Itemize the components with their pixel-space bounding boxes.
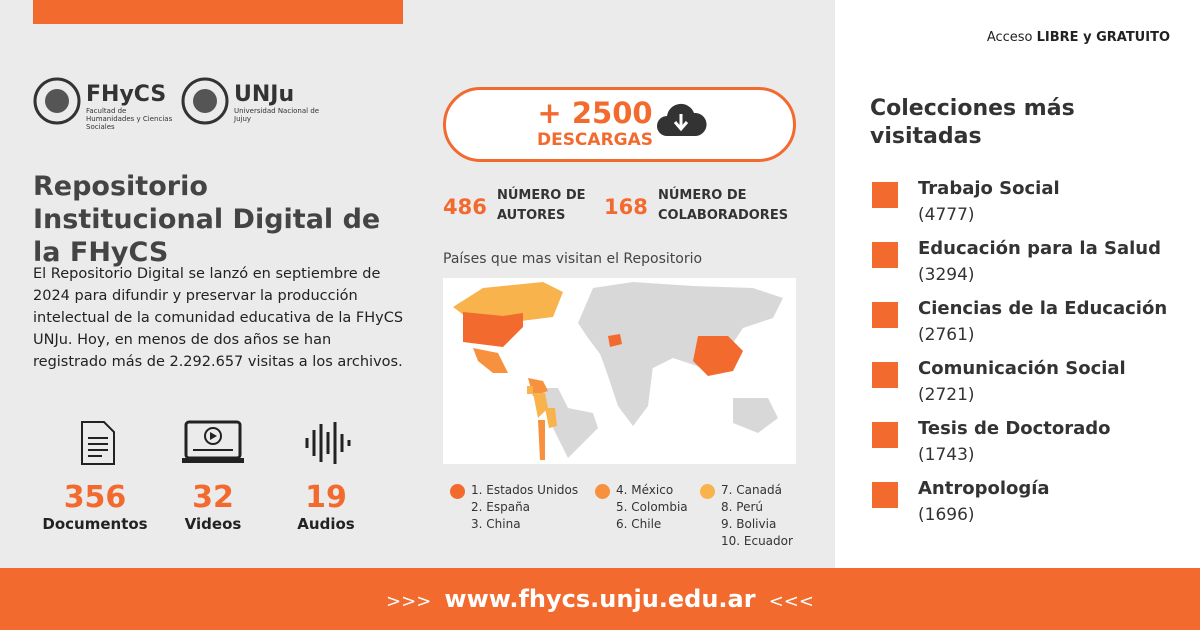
collection-count: (2761): [918, 325, 975, 345]
logo-seal: [181, 77, 229, 125]
footer-suffix: <<<: [768, 591, 814, 612]
downloads-box: [443, 87, 796, 162]
collection-marker: [872, 362, 898, 388]
collection-count: (3294): [918, 265, 975, 285]
legend-item: 7. Canadá: [721, 483, 782, 497]
audio-icon: [305, 422, 351, 464]
media-stat: 32 Videos: [153, 480, 273, 533]
legend-group: 1. Estados Unidos 2. España 3. China: [450, 482, 595, 533]
legend-item: 5. Colombia: [616, 500, 688, 514]
world-map: [443, 278, 796, 464]
collection-count: (4777): [918, 205, 975, 225]
legend-items: 7. Canadá 8. Perú 9. Bolivia 10. Ecuador: [721, 482, 793, 550]
collection-item: Comunicación Social (2721): [872, 358, 1192, 418]
downloads-label: DESCARGAS: [536, 130, 654, 150]
collection-item: Tesis de Doctorado (1743): [872, 418, 1192, 478]
map-caption: Países que mas visitan el Repositorio: [443, 251, 703, 267]
logo-name: UNJu: [234, 82, 295, 107]
downloads: + 2500 DESCARGAS: [530, 96, 660, 150]
stat-value: 168: [604, 195, 648, 219]
collection-item: Antropología (1696): [872, 478, 1192, 538]
legend-dot: [450, 484, 465, 499]
access-note: Acceso LIBRE y GRATUITO: [987, 30, 1170, 45]
map-legend: 1. Estados Unidos 2. España 3. China 4. Méx…: [450, 482, 810, 550]
collection-marker: [872, 182, 898, 208]
media-label: Audios: [297, 515, 355, 533]
access-prefix: Acceso: [986, 30, 1033, 45]
collection-name: Comunicación Social: [918, 358, 1126, 379]
collection-name: Trabajo Social: [918, 178, 1060, 199]
collection-marker: [872, 302, 898, 328]
collection-count: (1696): [918, 505, 975, 525]
collection-item: Trabajo Social (4777): [872, 178, 1192, 238]
collection-item: Ciencias de la Educación (2761): [872, 298, 1192, 358]
legend-item: 2. España: [471, 500, 531, 514]
legend-item: 6. Chile: [616, 517, 662, 531]
collection-marker: [872, 482, 898, 508]
footer: >>> www.fhycs.unju.edu.ar <<<: [0, 568, 1200, 630]
logo-fhycs: FHyCS Facultad de Humanidades y Ciencias…: [86, 82, 176, 131]
video-icon: [182, 420, 244, 463]
logo-unju: UNJu Universidad Nacional de Jujuy: [234, 82, 324, 123]
collections-title: Colecciones más visitadas: [870, 96, 1075, 149]
legend-group: 4. México 5. Colombia 6. Chile: [595, 482, 700, 533]
cloud-icon: [657, 103, 707, 136]
logo-subtitle: Universidad Nacional de Jujuy: [234, 107, 320, 123]
collection-name: Antropología: [918, 478, 1050, 499]
stat-label: NÚMERO DE COLABORADORES: [658, 188, 789, 223]
access-bold: LIBRE y GRATUITO: [1036, 30, 1170, 45]
legend-item: 10. Ecuador: [721, 534, 793, 548]
collection-count: (2721): [918, 385, 975, 405]
collection-marker: [872, 422, 898, 448]
title: Repositorio Institucional Digital de la …: [33, 171, 381, 268]
legend-item: 9. Bolivia: [721, 517, 777, 531]
collections-list: Trabajo Social (4777) Educación para la Sa…: [872, 178, 1192, 538]
media-label: Videos: [184, 515, 242, 533]
collection-name: Ciencias de la Educación: [918, 298, 1168, 319]
collection-item: Educación para la Salud (3294): [872, 238, 1192, 298]
description: El Repositorio Digital se lanzó en septi…: [33, 266, 404, 370]
logo-name: FHyCS: [86, 82, 167, 107]
legend-item: 4. México: [616, 483, 674, 497]
downloads-value: 2500: [571, 96, 653, 130]
legend-item: 3. China: [471, 517, 521, 531]
legend-item: 8. Perú: [721, 500, 763, 514]
legend-group: 7. Canadá 8. Perú 9. Bolivia 10. Ecuador: [700, 482, 810, 550]
legend-items: 1. Estados Unidos 2. España 3. China: [471, 482, 578, 533]
document-icon: [81, 421, 115, 465]
logo-seal: [33, 77, 81, 125]
downloads-prefix: +: [537, 96, 562, 130]
collection-name: Tesis de Doctorado: [918, 418, 1111, 439]
legend-dot: [700, 484, 715, 499]
collection-marker: [872, 242, 898, 268]
legend-items: 4. México 5. Colombia 6. Chile: [616, 482, 688, 533]
media-stat: 19 Audios: [266, 480, 386, 533]
media-value: 32: [192, 480, 234, 515]
media-label: Documentos: [42, 515, 148, 533]
stat-label: NÚMERO DE AUTORES: [497, 188, 586, 223]
media-value: 19: [305, 480, 347, 515]
media-stat: 356 Documentos: [35, 480, 155, 533]
legend-dot: [595, 484, 610, 499]
media-value: 356: [63, 480, 127, 515]
logo-subtitle: Facultad de Humanidades y Ciencias Socia…: [86, 107, 173, 131]
footer-prefix: >>>: [386, 591, 432, 612]
collection-name: Educación para la Salud: [918, 238, 1161, 259]
collection-count: (1743): [918, 445, 975, 465]
stat-value: 486: [443, 195, 487, 219]
top-bar: [33, 0, 403, 24]
legend-item: 1. Estados Unidos: [471, 483, 579, 497]
footer-url[interactable]: www.fhycs.unju.edu.ar: [444, 585, 756, 613]
